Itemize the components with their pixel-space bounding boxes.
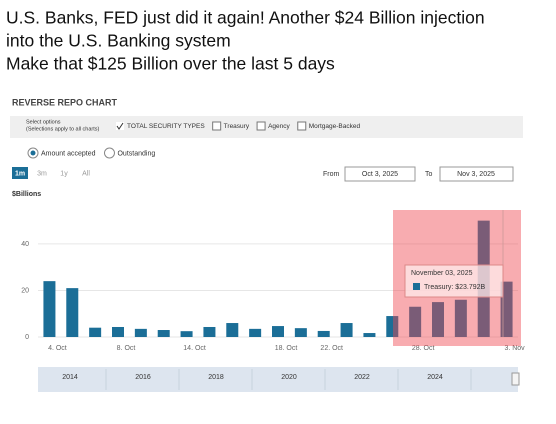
tooltip (404, 264, 504, 298)
checkbox[interactable] (297, 121, 307, 131)
bar (500, 281, 513, 337)
to-label: To (425, 171, 433, 178)
y-tick-label: 20 (21, 287, 29, 294)
chart-header: REVERSE REPO CHART (12, 97, 118, 107)
range-label[interactable]: 1m (15, 170, 25, 177)
bar (294, 328, 307, 337)
navigator-year: 2020 (281, 374, 297, 381)
bar (454, 299, 467, 337)
from-date: Oct 3, 2025 (362, 171, 398, 178)
tooltip-text: Treasury: $23.792B (424, 284, 486, 291)
range-label[interactable]: 1y (60, 170, 68, 177)
tooltip-swatch (413, 283, 420, 290)
bar (157, 330, 170, 337)
bar (89, 327, 102, 337)
bar (317, 330, 330, 337)
navigator-handle[interactable] (511, 372, 520, 386)
bar (386, 316, 399, 337)
select-label: Select options (26, 119, 61, 125)
y-tick-label: 40 (21, 241, 29, 248)
range-button[interactable] (12, 167, 28, 179)
bar (134, 328, 147, 337)
navigator-year: 2016 (135, 374, 151, 381)
post-line: Make that $125 Billion over the last 5 d… (6, 54, 335, 74)
x-tick-label: 14. Oct (183, 345, 206, 352)
radio[interactable] (103, 147, 115, 159)
navigator-year: 2022 (354, 374, 370, 381)
from-input[interactable] (344, 166, 416, 182)
checkbox-label: Agency (268, 123, 290, 130)
bar (432, 302, 444, 337)
bar (340, 323, 353, 337)
bar (249, 328, 262, 337)
to-date: Nov 3, 2025 (457, 171, 495, 178)
range-label[interactable]: 3m (37, 170, 47, 177)
y-tick-label: 0 (25, 334, 29, 341)
radio-dot (30, 150, 36, 156)
navigator-year: 2018 (208, 374, 224, 381)
navigator-year: 2024 (427, 374, 443, 381)
x-tick-label: 18. Oct (275, 345, 298, 352)
post-line: into the U.S. Banking system (6, 31, 231, 51)
post-line: U.S. Banks, FED just did it again! Anoth… (6, 8, 485, 28)
checkbox-label: Treasury (224, 123, 250, 130)
bar (180, 331, 193, 337)
checkbox[interactable] (212, 121, 222, 131)
x-tick-label: 3. Nov (504, 345, 525, 352)
to-input[interactable] (439, 166, 514, 182)
tooltip-title: November 03, 2025 (411, 270, 473, 277)
bar (409, 306, 422, 337)
x-tick-label: 8. Oct (117, 345, 136, 352)
y-axis-label: $Billions (12, 191, 41, 198)
checkbox-label: Mortgage-Backed (309, 123, 361, 130)
bar (203, 326, 216, 337)
checkbox[interactable] (256, 121, 266, 131)
select-note: (Selections apply to all charts) (26, 126, 100, 132)
bar (112, 326, 124, 337)
navigator[interactable] (38, 367, 518, 392)
x-tick-label: 28. Oct (412, 345, 435, 352)
bar (66, 288, 79, 337)
radio-label: Amount accepted (41, 150, 96, 157)
from-label: From (323, 171, 340, 178)
bar (226, 323, 239, 337)
range-label[interactable]: All (82, 170, 90, 177)
options-bar (10, 116, 523, 138)
navigator-year: 2014 (62, 374, 78, 381)
bar (363, 333, 376, 337)
bar (272, 326, 284, 337)
bar (43, 281, 56, 337)
checkmark (116, 122, 124, 130)
checkbox[interactable] (116, 122, 124, 130)
checkbox-label: TOTAL SECURITY TYPES (127, 123, 205, 130)
x-tick-label: 4. Oct (48, 345, 67, 352)
radio-label: Outstanding (117, 150, 155, 157)
x-tick-label: 22. Oct (320, 345, 343, 352)
